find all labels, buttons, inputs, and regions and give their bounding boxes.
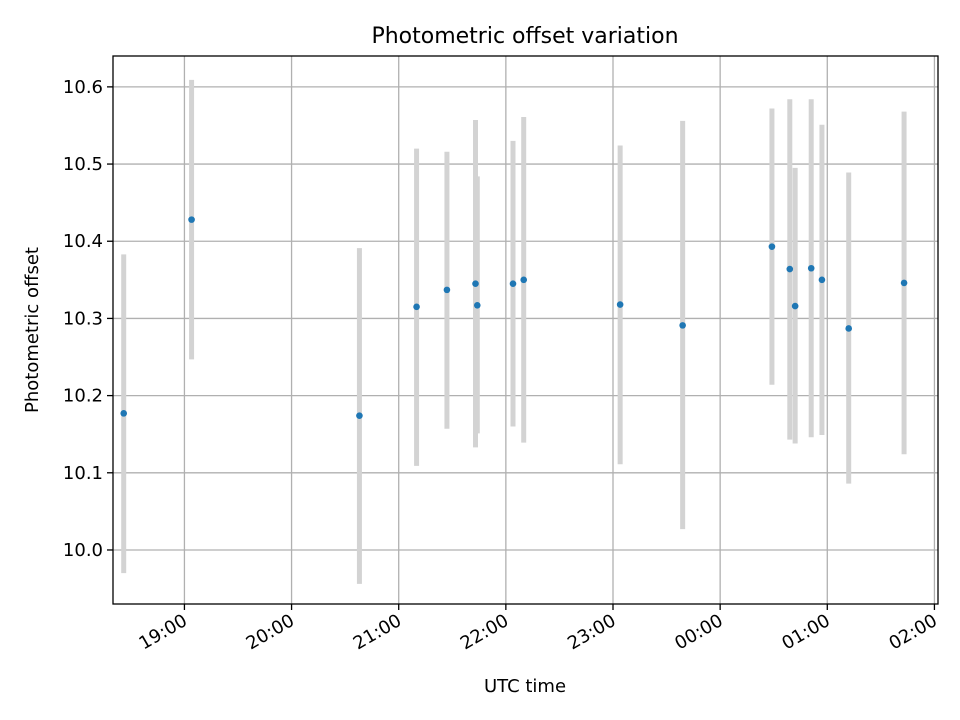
y-tick-label: 10.1: [63, 463, 103, 484]
y-tick-label: 10.2: [63, 386, 103, 407]
y-tick-label: 10.5: [63, 154, 103, 175]
y-axis-ticks: 10.0 10.1 10.2 10.3 10.4 10.5 10.6: [63, 77, 113, 561]
y-tick-label: 10.0: [63, 540, 103, 561]
y-axis-label: Photometric offset: [22, 247, 43, 413]
data-points: [120, 216, 908, 419]
data-point: [807, 264, 815, 272]
data-point: [472, 280, 479, 287]
data-point: [473, 302, 481, 309]
data-point: [786, 265, 794, 273]
plot-frame: [112, 55, 939, 605]
data-point: [845, 325, 853, 332]
data-point: [120, 410, 128, 417]
y-tick-label: 10.6: [63, 77, 103, 98]
data-point: [768, 243, 776, 250]
data-point: [509, 280, 517, 287]
data-point: [900, 279, 908, 287]
data-point: [679, 322, 686, 329]
data-point: [443, 286, 451, 294]
data-point: [818, 276, 826, 284]
data-point: [791, 302, 799, 310]
data-point: [520, 276, 528, 284]
data-point: [616, 301, 624, 308]
data-point: [188, 216, 195, 223]
chart-title: Photometric offset variation: [371, 24, 678, 49]
y-tick-label: 10.3: [63, 308, 103, 329]
x-axis-label: UTC time: [484, 676, 566, 697]
data-point: [356, 412, 363, 419]
data-point: [413, 303, 420, 311]
y-tick-label: 10.4: [63, 231, 103, 252]
